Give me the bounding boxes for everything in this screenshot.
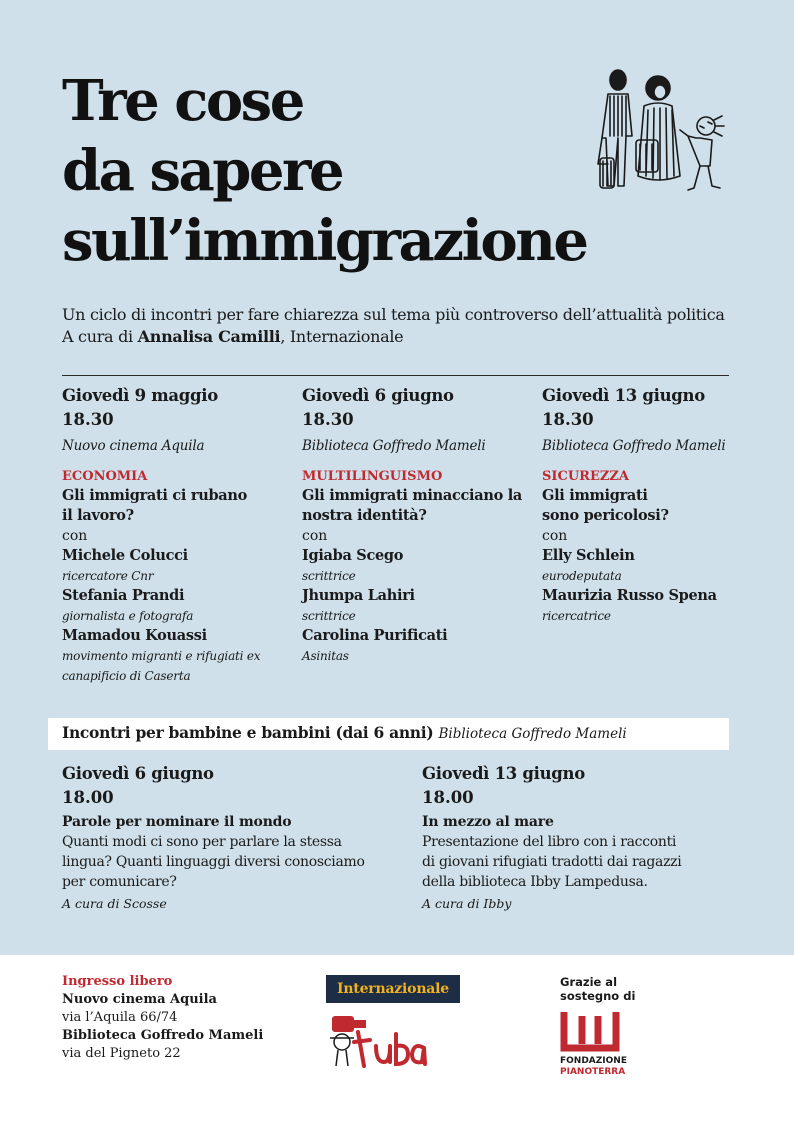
kids-event-cura: A cura di Scosse: [62, 896, 167, 911]
con-label: con: [542, 528, 568, 544]
event-column: Giovedì 6 giugno 18.30 Biblioteca Goffre…: [302, 384, 532, 666]
footer-address: via del Pigneto 22: [62, 1046, 181, 1061]
event-question: Gli immigrati ci rubano: [62, 487, 247, 504]
speaker-role: movimento migranti e rifugiati ex: [62, 649, 261, 663]
poster-title: Tre cose da sapere sull’immigrazione: [62, 66, 589, 276]
kids-event-date: Giovedì 6 giugno: [62, 764, 214, 783]
kids-event: Giovedì 6 giugno 18.00 Parole per nomina…: [62, 762, 372, 914]
kids-event-title: In mezzo al mare: [422, 814, 554, 830]
speaker-name: Maurizia Russo Spena: [542, 587, 717, 604]
fondazione-pianoterra-logo: [560, 1012, 620, 1052]
event-column: Giovedì 13 giugno 18.30 Biblioteca Goffr…: [542, 384, 772, 626]
kids-event-desc: di giovani rifugiati tradotti dai ragazz…: [422, 854, 682, 870]
intro: Un ciclo di incontri per fare chiarezza …: [62, 304, 725, 348]
ingresso-libero: Ingresso libero: [62, 974, 173, 989]
kids-event-cura: A cura di Ibby: [422, 896, 512, 911]
speaker-role: canapificio di Caserta: [62, 669, 191, 683]
event-topic: ECONOMIA: [62, 469, 148, 484]
speaker-role: scrittrice: [302, 609, 356, 623]
kids-heading-bar: Incontri per bambine e bambini (dai 6 an…: [48, 718, 729, 750]
speaker-role: eurodeputata: [542, 569, 622, 583]
speaker-role: ricercatrice: [542, 609, 611, 623]
footer-address: via l’Aquila 66/74: [62, 1010, 178, 1025]
event-date: Giovedì 9 maggio: [62, 386, 218, 405]
curator-name: Annalisa Camilli: [137, 327, 281, 346]
kids-heading: Incontri per bambine e bambini (dai 6 an…: [62, 723, 627, 742]
kids-event-title: Parole per nominare il mondo: [62, 814, 292, 830]
kids-event-desc: per comunicare?: [62, 874, 177, 890]
speaker-name: Carolina Purificati: [302, 627, 448, 644]
kids-event-desc: della biblioteca Ibby Lampedusa.: [422, 874, 648, 890]
event-topic: MULTILINGUISMO: [302, 469, 443, 484]
event-time: 18.30: [62, 410, 114, 429]
speaker-name: Stefania Prandi: [62, 587, 185, 604]
speaker-role: Asinitas: [302, 649, 349, 663]
title-line: da sapere: [62, 138, 345, 204]
event-question: il lavoro?: [62, 507, 134, 524]
footer-venue-name: Biblioteca Goffredo Mameli: [62, 1028, 264, 1043]
event-date: Giovedì 13 giugno: [542, 386, 705, 405]
speaker-role: scrittrice: [302, 569, 356, 583]
footer-venue-name: Nuovo cinema Aquila: [62, 992, 217, 1007]
kids-event: Giovedì 13 giugno 18.00 In mezzo al mare…: [422, 762, 732, 914]
kids-event-time: 18.00: [422, 788, 474, 807]
event-question: Gli immigrati minacciano la: [302, 487, 522, 504]
kids-event-date: Giovedì 13 giugno: [422, 764, 585, 783]
event-question: Gli immigrati: [542, 487, 648, 504]
event-time: 18.30: [302, 410, 354, 429]
grazie-line: Grazie al: [560, 975, 618, 989]
event-topic: SICUREZZA: [542, 469, 629, 484]
event-column: Giovedì 9 maggio 18.30 Nuovo cinema Aqui…: [62, 384, 292, 686]
divider-rule: [62, 375, 729, 376]
event-venue: Biblioteca Goffredo Mameli: [542, 438, 726, 454]
fondazione-text: FONDAZIONE PIANOTERRA: [560, 1056, 627, 1078]
event-venue: Nuovo cinema Aquila: [62, 438, 205, 454]
speaker-role: ricercatore Cnr: [62, 569, 154, 583]
speaker-role: giornalista e fotografa: [62, 609, 194, 623]
kids-event-time: 18.00: [62, 788, 114, 807]
intro-subtitle: Un ciclo di incontri per fare chiarezza …: [62, 305, 725, 324]
event-time: 18.30: [542, 410, 594, 429]
grazie-line: sostegno di: [560, 989, 636, 1003]
intro-curator-line: A cura di Annalisa Camilli, Internaziona…: [62, 326, 725, 348]
tuba-logo: [330, 1016, 427, 1068]
speaker-name: Elly Schlein: [542, 547, 635, 564]
event-question: sono pericolosi?: [542, 507, 669, 524]
kids-event-desc: Presentazione del libro con i racconti: [422, 834, 677, 850]
internazionale-logo: Internazionale: [326, 975, 460, 1003]
kids-event-desc: Quanti modi ci sono per parlare la stess…: [62, 834, 342, 850]
title-line: Tre cose: [62, 68, 305, 134]
family-illustration: [597, 69, 725, 191]
speaker-name: Jhumpa Lahiri: [302, 587, 415, 604]
title-line: sull’immigrazione: [62, 208, 589, 274]
event-venue: Biblioteca Goffredo Mameli: [302, 438, 486, 454]
event-date: Giovedì 6 giugno: [302, 386, 454, 405]
speaker-name: Mamadou Kouassi: [62, 627, 207, 644]
grazie-text: Grazie al sostegno di: [560, 975, 635, 1003]
intro-prefix: A cura di: [62, 327, 138, 346]
event-question: nostra identità?: [302, 507, 427, 524]
kids-venue: Biblioteca Goffredo Mameli: [438, 726, 627, 742]
con-label: con: [302, 528, 328, 544]
kids-heading-text: Incontri per bambine e bambini (dai 6 an…: [62, 723, 434, 742]
intro-suffix: , Internazionale: [280, 327, 404, 346]
fondazione-line: FONDAZIONE: [560, 1056, 627, 1066]
footer-venues: Ingresso libero Nuovo cinema Aquila via …: [62, 973, 263, 1063]
poster-top-panel: [0, 0, 794, 955]
speaker-name: Michele Colucci: [62, 547, 188, 564]
con-label: con: [62, 528, 88, 544]
kids-event-desc: lingua? Quanti linguaggi diversi conosci…: [62, 854, 365, 870]
fondazione-line: PIANOTERRA: [560, 1067, 626, 1077]
speaker-name: Igiaba Scego: [302, 547, 404, 564]
